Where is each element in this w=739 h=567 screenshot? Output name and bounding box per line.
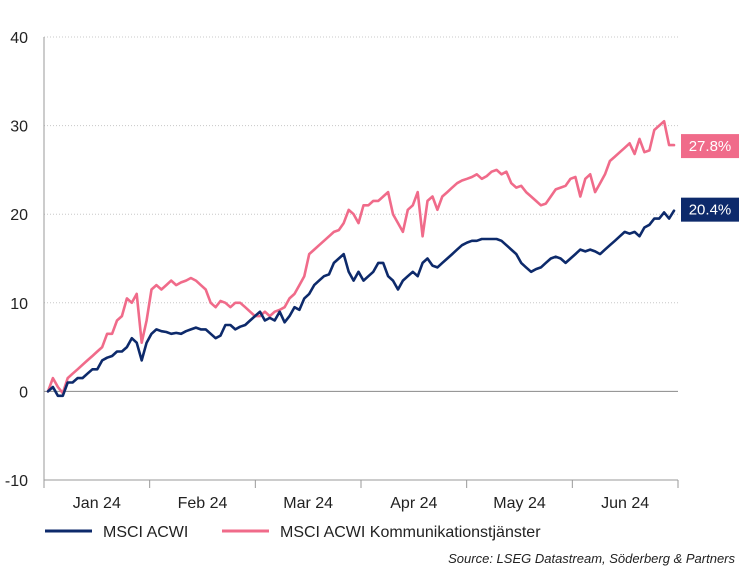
y-tick-label: 0 <box>19 384 28 401</box>
x-tick-label: Mar 24 <box>283 495 333 512</box>
series-lines <box>46 119 676 398</box>
x-tick-label: May 24 <box>493 495 546 512</box>
y-tick-label: 30 <box>10 119 28 136</box>
x-tick-label: Jun 24 <box>601 495 649 512</box>
y-tick-label: 40 <box>10 30 28 47</box>
y-axis: -10 0 10 20 30 40 <box>5 30 45 490</box>
end-label-text-0: 20.4% <box>689 202 732 219</box>
legend-label-msci-acwi: MSCI ACWI <box>103 524 188 541</box>
end-label-box-0 <box>681 197 739 222</box>
legend-label-msci-acwi-komm: MSCI ACWI Kommunikationstjänster <box>280 524 541 541</box>
end-label-text-1: 27.8% <box>689 138 732 155</box>
x-tick-label: Apr 24 <box>390 495 437 512</box>
gridlines <box>44 36 678 481</box>
end-label-box-1 <box>681 134 739 159</box>
source-note: Source: LSEG Datastream, Söderberg & Par… <box>448 551 735 566</box>
legend: MSCI ACWI MSCI ACWI Kommunikationstjänst… <box>45 524 541 541</box>
y-tick-label: -10 <box>5 473 28 490</box>
y-tick-label: 20 <box>10 207 28 224</box>
x-tick-label: Jan 24 <box>73 495 121 512</box>
x-axis: Jan 24 Feb 24 Mar 24 Apr 24 May 24 Jun 24 <box>43 390 679 512</box>
series-line-1 <box>46 119 676 395</box>
y-tick-label: 10 <box>10 296 28 313</box>
series-line-0 <box>46 209 676 398</box>
end-labels: 20.4% 27.8% <box>681 134 739 222</box>
x-tick-label: Feb 24 <box>178 495 228 512</box>
